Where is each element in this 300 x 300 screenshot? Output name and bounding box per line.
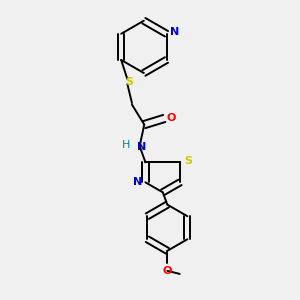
- Text: N: N: [136, 142, 146, 152]
- Text: O: O: [167, 113, 176, 123]
- Text: N: N: [133, 177, 142, 187]
- Text: H: H: [122, 140, 130, 150]
- Text: O: O: [163, 266, 172, 276]
- Text: N: N: [169, 27, 179, 37]
- Text: S: S: [184, 156, 192, 166]
- Text: S: S: [125, 76, 133, 86]
